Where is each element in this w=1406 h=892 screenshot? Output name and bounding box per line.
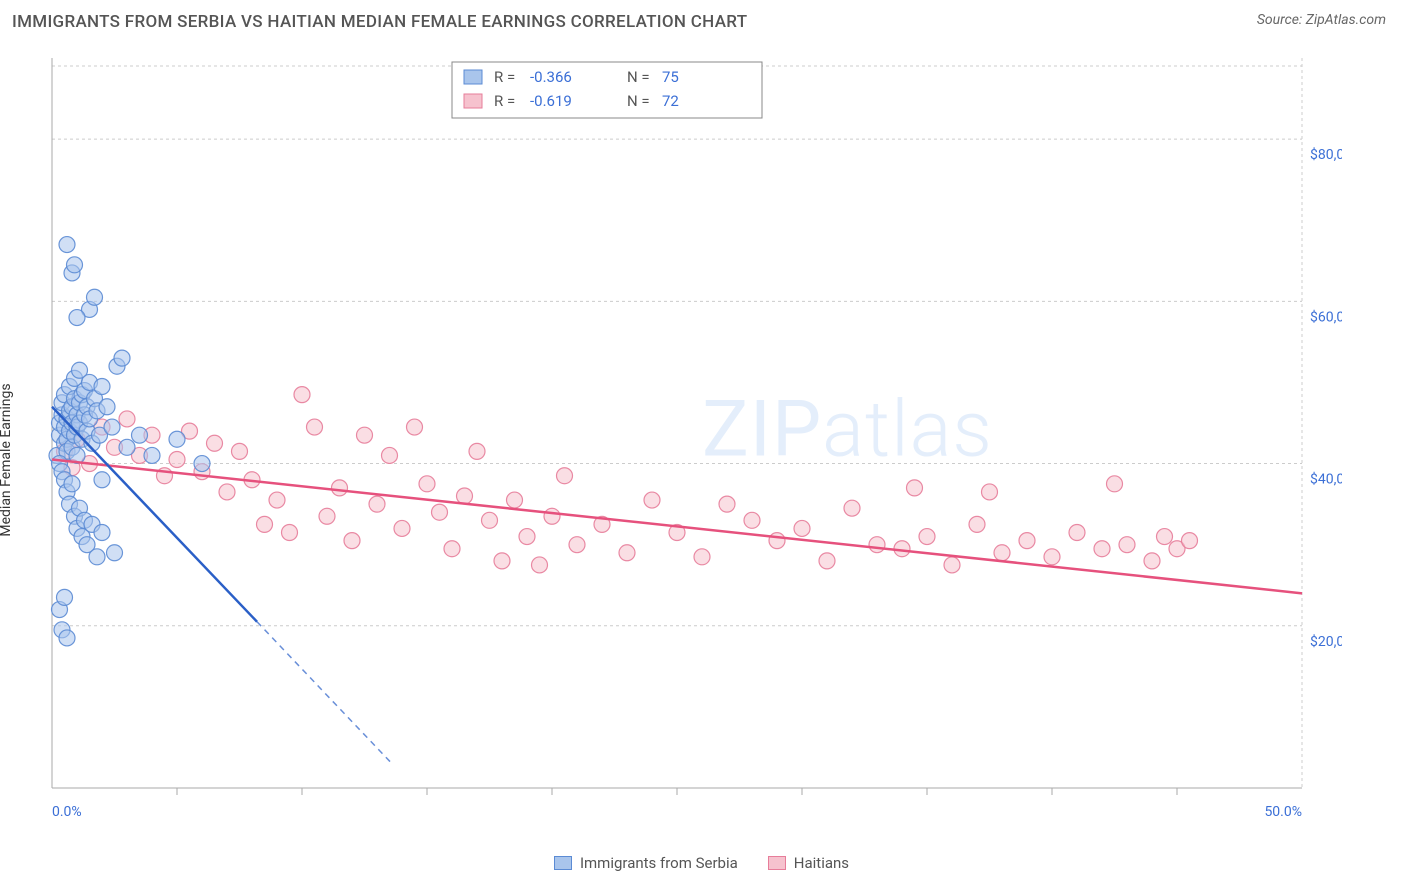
chart-area: Median Female Earnings $20,000$40,000$60… xyxy=(12,48,1391,872)
svg-text:N =: N = xyxy=(627,92,650,110)
svg-text:N =: N = xyxy=(627,68,650,86)
svg-text:$60,000: $60,000 xyxy=(1310,308,1342,325)
chart-title: IMMIGRANTS FROM SERBIA VS HAITIAN MEDIAN… xyxy=(12,12,747,32)
svg-text:75: 75 xyxy=(662,68,679,86)
svg-text:R =: R = xyxy=(494,92,515,110)
svg-text:-0.619: -0.619 xyxy=(530,92,572,110)
svg-text:R =: R = xyxy=(494,68,515,86)
svg-text:$20,000: $20,000 xyxy=(1310,633,1342,650)
svg-text:-0.366: -0.366 xyxy=(530,68,572,86)
bottom-legend: Immigrants from Serbia Haitians xyxy=(12,854,1391,872)
svg-text:0.0%: 0.0% xyxy=(52,804,82,820)
svg-text:$40,000: $40,000 xyxy=(1310,471,1342,488)
scatter-chart-svg: $20,000 $40,000 $60,000 $80,000 ZIPatlas 0.0%… xyxy=(12,48,1342,828)
svg-text:72: 72 xyxy=(662,92,679,110)
legend-swatch-haitian xyxy=(768,856,786,870)
legend-label-haitian: Haitians xyxy=(794,854,849,872)
legend-label-serbia: Immigrants from Serbia xyxy=(580,854,738,872)
svg-text:ZIPatlas: ZIPatlas xyxy=(702,384,993,475)
legend-item-haitian: Haitians xyxy=(768,854,849,872)
source-attribution: Source: ZipAtlas.com xyxy=(1257,12,1386,28)
legend-item-serbia: Immigrants from Serbia xyxy=(554,854,738,872)
svg-text:50.0%: 50.0% xyxy=(1264,804,1302,820)
svg-text:$80,000: $80,000 xyxy=(1310,146,1342,163)
y-axis-label: Median Female Earnings xyxy=(0,383,14,536)
legend-swatch-serbia xyxy=(554,856,572,870)
